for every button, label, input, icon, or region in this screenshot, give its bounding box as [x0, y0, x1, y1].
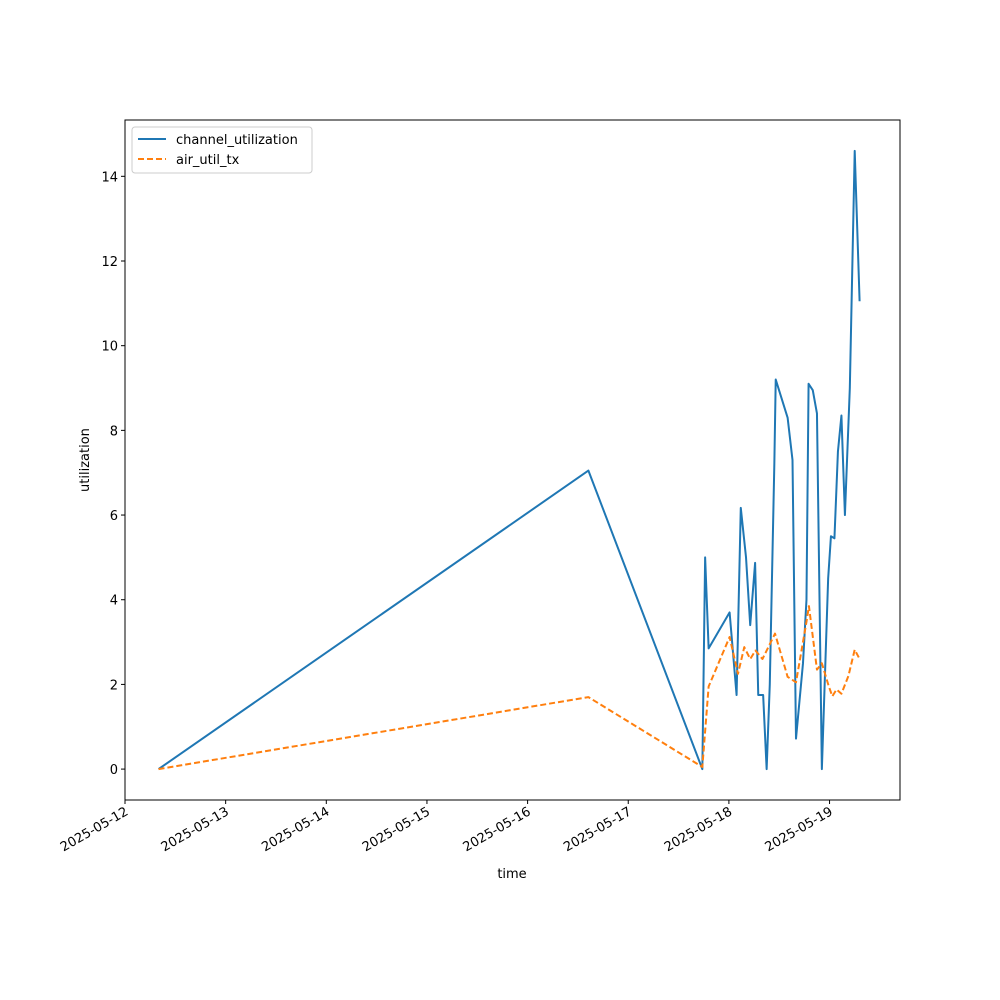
y-tick-label: 0: [110, 763, 118, 778]
y-axis-ticks: 0 2 4 6 8 10 12 14: [101, 170, 125, 778]
y-tick-label: 10: [101, 340, 118, 355]
y-tick-label: 6: [110, 509, 118, 524]
legend-label-channel-utilization: channel_utilization: [176, 133, 298, 148]
y-axis-label: utilization: [78, 428, 93, 492]
y-tick-label: 8: [110, 424, 118, 439]
y-tick-label: 4: [110, 594, 118, 609]
y-tick-label: 14: [101, 170, 118, 185]
series-line-air-util-tx: [158, 605, 861, 771]
legend: channel_utilization air_util_tx: [131, 126, 313, 174]
y-tick-label: 12: [101, 255, 118, 270]
legend-label-air-util-tx: air_util_tx: [176, 153, 240, 168]
legend-box: [131, 126, 313, 174]
y-tick-label: 2: [110, 678, 118, 693]
plot-frame: [124, 119, 901, 801]
series-line-channel-utilization: [157, 149, 861, 771]
x-axis-label: time: [497, 867, 526, 882]
series-layer: [157, 149, 861, 771]
